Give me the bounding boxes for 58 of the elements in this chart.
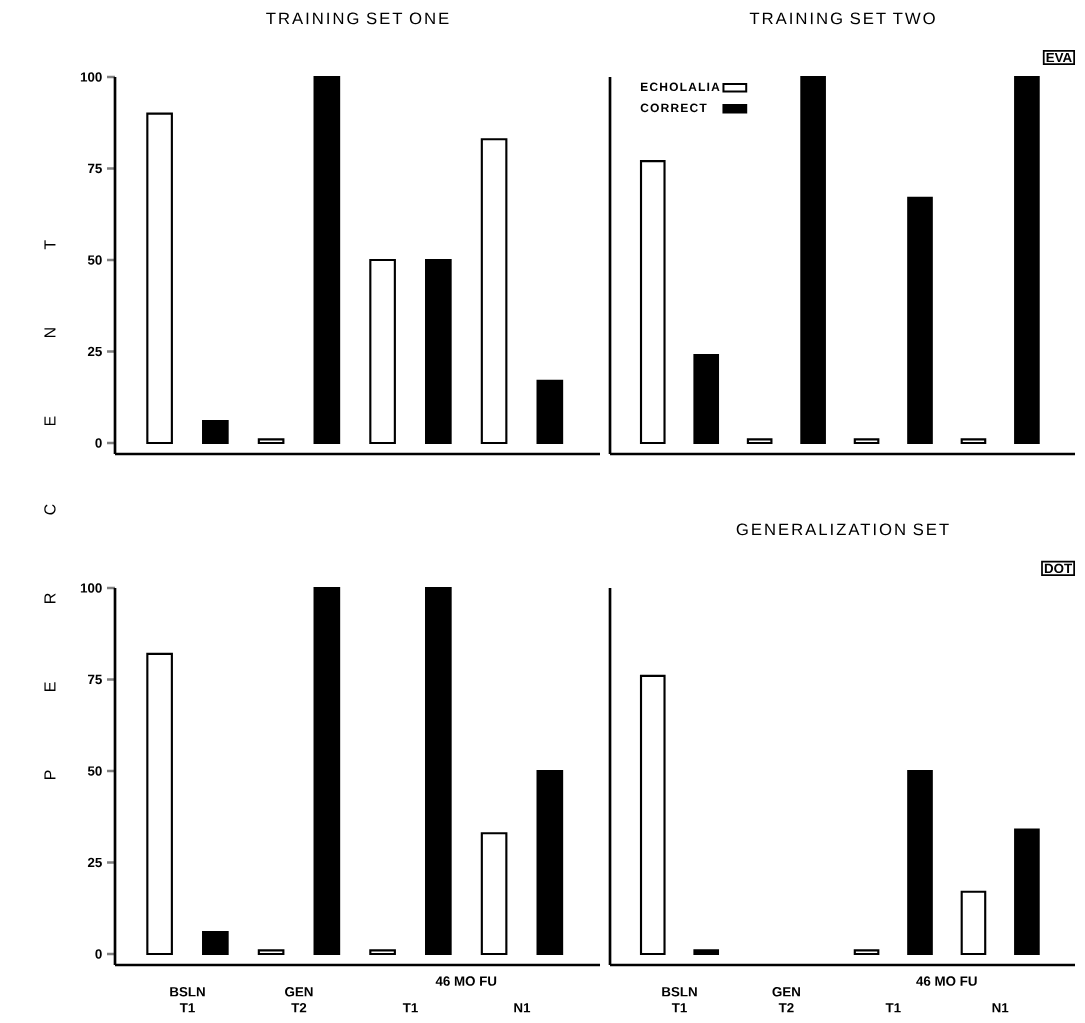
chart-title: TRAINING SET ONE [266, 12, 449, 25]
x-tick-label: GEN T2 [285, 987, 313, 1013]
bar [746, 438, 773, 445]
x-tick-label: N1 [514, 1003, 531, 1013]
chart-title: GENERALIZATION SET [736, 523, 949, 536]
bar [853, 949, 880, 956]
bar [693, 354, 720, 445]
bar [639, 160, 666, 445]
y-tick-label: 75 [88, 674, 102, 685]
bar [202, 930, 229, 956]
y-tick-label: 100 [80, 583, 102, 593]
y-tick-label: 0 [95, 438, 102, 448]
bar [960, 438, 987, 445]
y-tick-label: 100 [80, 72, 102, 82]
bar [480, 832, 508, 956]
x-tick-label: GEN T2 [772, 987, 800, 1013]
y-tick-label: 50 [87, 766, 102, 776]
x-tick-label: T1 [885, 1003, 901, 1013]
bar [907, 196, 933, 445]
bar [257, 438, 285, 445]
y-tick-label: 75 [88, 163, 102, 174]
legend-label: CORRECT [640, 103, 707, 113]
bar [1014, 828, 1040, 956]
bar [425, 586, 452, 956]
text: 46 MO FU [435, 976, 497, 986]
bar [536, 379, 564, 445]
bar [146, 112, 173, 445]
bar [960, 890, 987, 956]
legend-label: ECHOLALIA [640, 82, 720, 92]
x-tick-label: N1 [992, 1003, 1009, 1013]
y-tick-label: 50 [87, 255, 102, 265]
x-tick-label: BSLN T1 [662, 987, 697, 1013]
chart-title: TRAINING SET TWO [749, 12, 935, 25]
bar [1014, 75, 1040, 445]
text: 46 MO FU [916, 976, 977, 986]
bar [907, 769, 933, 956]
bar [800, 75, 826, 445]
bar [257, 949, 285, 956]
x-tick-label: T1 [402, 1003, 418, 1013]
text: P E R C E N T [44, 240, 56, 779]
bar [639, 674, 666, 956]
y-tick-label: 0 [95, 949, 102, 959]
y-tick-label: 25 [87, 346, 102, 357]
bar [313, 75, 341, 445]
bar [369, 949, 396, 956]
bar [425, 258, 452, 445]
bar [313, 586, 341, 956]
bar [693, 949, 720, 956]
bar [480, 138, 508, 445]
bar [202, 419, 229, 445]
bar [369, 258, 396, 445]
text: DOT [1044, 563, 1073, 574]
y-tick-label: 25 [87, 857, 102, 868]
bar [536, 769, 564, 956]
bar [853, 438, 880, 445]
bar [146, 652, 173, 956]
text: EVA [1046, 52, 1072, 63]
x-tick-label: BSLN T1 [170, 987, 205, 1013]
